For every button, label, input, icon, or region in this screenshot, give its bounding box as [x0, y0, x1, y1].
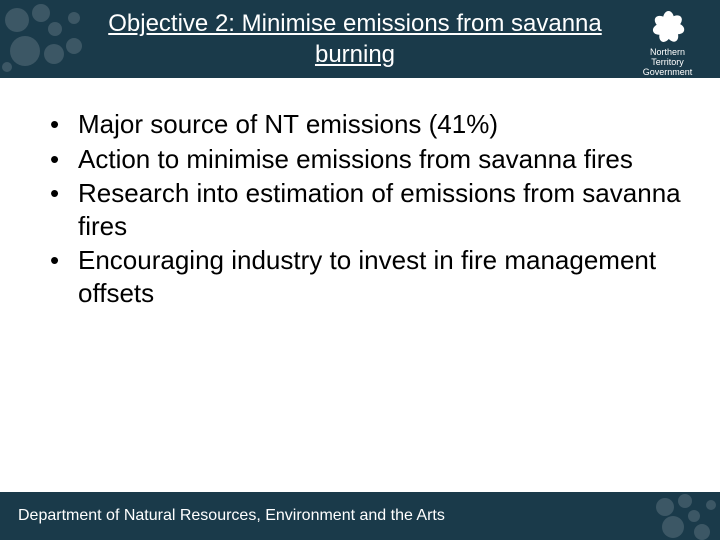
bullet-item: Encouraging industry to invest in fire m… — [50, 244, 690, 309]
bullet-item: Major source of NT emissions (41%) — [50, 108, 690, 141]
bullet-item: Research into estimation of emissions fr… — [50, 177, 690, 242]
header-decoration-dots — [0, 0, 95, 78]
bullet-item: Action to minimise emissions from savann… — [50, 143, 690, 176]
logo-text-line3: Government — [625, 68, 710, 78]
logo-flower-icon — [649, 8, 687, 46]
slide-title: Objective 2: Minimise emissions from sav… — [90, 8, 620, 70]
slide-footer: Department of Natural Resources, Environ… — [0, 492, 720, 540]
slide-header: Objective 2: Minimise emissions from sav… — [0, 0, 720, 78]
nt-government-logo: Northern Territory Government — [625, 8, 710, 78]
footer-department-text: Department of Natural Resources, Environ… — [18, 507, 445, 525]
bullet-list: Major source of NT emissions (41%) Actio… — [50, 108, 690, 309]
title-container: Objective 2: Minimise emissions from sav… — [0, 8, 720, 70]
footer-decoration-dots — [650, 492, 720, 540]
slide-content: Major source of NT emissions (41%) Actio… — [0, 78, 720, 309]
